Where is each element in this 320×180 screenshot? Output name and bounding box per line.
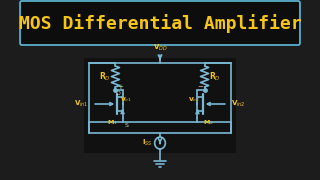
Text: −: − <box>197 84 203 90</box>
Text: V$_{in2}$: V$_{in2}$ <box>231 99 246 109</box>
Text: R$_D$: R$_D$ <box>99 70 111 83</box>
Text: D: D <box>115 91 120 96</box>
Text: R$_D$: R$_D$ <box>209 70 221 83</box>
Text: M$_2$: M$_2$ <box>203 118 213 127</box>
Text: V$_{o2}$: V$_{o2}$ <box>188 95 200 104</box>
Text: S: S <box>124 123 128 128</box>
Text: V$_{in1}$: V$_{in1}$ <box>74 99 89 109</box>
Text: +: + <box>117 84 123 90</box>
FancyBboxPatch shape <box>20 1 300 45</box>
Text: V$_{DD}$: V$_{DD}$ <box>153 43 167 53</box>
Text: MOS Differential Amplifier: MOS Differential Amplifier <box>19 15 301 33</box>
Text: V$_{o1}$: V$_{o1}$ <box>120 95 132 104</box>
Bar <box>84 58 236 153</box>
Text: I$_{SS}$: I$_{SS}$ <box>142 138 153 148</box>
Text: M$_1$: M$_1$ <box>107 118 117 127</box>
